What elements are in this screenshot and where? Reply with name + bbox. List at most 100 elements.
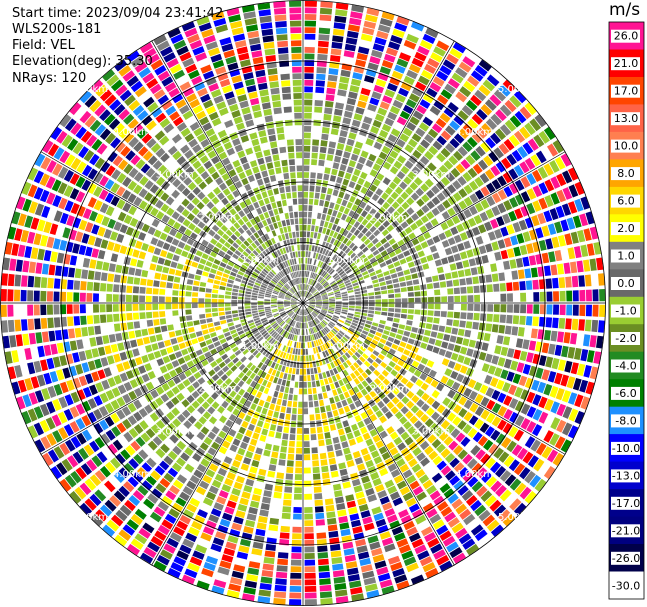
gate-cell: [473, 381, 483, 392]
gate-cell: [399, 486, 411, 496]
gate-cell: [485, 323, 493, 332]
gate-cell: [292, 368, 296, 375]
gate-cell: [355, 306, 362, 309]
gate-cell: [220, 374, 228, 382]
gate-cell: [431, 389, 440, 399]
gate-cell: [389, 332, 396, 338]
gate-cell: [64, 474, 77, 488]
gate-cell: [291, 305, 298, 309]
gate-cell: [155, 483, 167, 494]
gate-cell: [420, 316, 427, 322]
gate-cell: [347, 312, 354, 317]
gate-cell: [172, 479, 184, 490]
gate-cell: [321, 320, 327, 326]
gate-cell: [266, 395, 272, 403]
gate-cell: [157, 501, 169, 512]
gate-cell: [500, 346, 509, 357]
gate-cell: [348, 305, 355, 309]
gate-cell: [334, 416, 341, 423]
gate-cell: [463, 411, 473, 422]
gate-cell: [188, 327, 195, 333]
gate-cell: [217, 524, 229, 534]
gate-cell: [352, 333, 360, 339]
gate-cell: [160, 549, 173, 560]
gate-cell: [235, 402, 244, 411]
gate-cell: [378, 391, 386, 400]
gate-cell: [285, 307, 291, 310]
gate-cell: [271, 308, 278, 312]
gate-cell: [317, 324, 322, 330]
gate-cell: [430, 379, 439, 388]
gate-cell: [287, 453, 295, 460]
gate-cell: [447, 412, 457, 422]
gate-cell: [14, 365, 23, 378]
gate-cell: [224, 331, 231, 337]
gate-cell: [296, 441, 303, 448]
gate-cell: [385, 341, 393, 347]
gate-cell: [322, 372, 327, 379]
gate-cell: [457, 420, 467, 430]
gate-cell: [499, 314, 506, 323]
gate-cell: [128, 458, 139, 470]
gate-cell: [335, 449, 343, 457]
gate-cell: [301, 316, 303, 322]
gate-cell: [290, 304, 297, 306]
gate-cell: [295, 368, 300, 375]
gate-cell: [312, 327, 316, 333]
gate-cell: [117, 342, 125, 352]
gate-cell: [290, 327, 294, 333]
gate-cell: [270, 354, 276, 361]
gate-cell: [583, 365, 592, 378]
gate-cell: [471, 462, 483, 474]
gate-cell: [332, 367, 339, 375]
gate-cell: [142, 522, 155, 534]
gate-cell: [310, 427, 316, 434]
gate-cell: [474, 393, 484, 404]
gate-cell: [450, 370, 459, 380]
gate-cell: [188, 526, 200, 537]
gate-cell: [79, 502, 93, 516]
gate-cell: [509, 411, 519, 424]
gate-cell: [298, 309, 301, 315]
gate-cell: [226, 500, 237, 509]
gate-cell: [332, 570, 345, 578]
gate-cell: [207, 343, 215, 350]
gate-cell: [458, 467, 470, 478]
gate-cell: [257, 336, 264, 342]
gate-cell: [508, 426, 519, 438]
gate-cell: [154, 326, 162, 334]
gate-cell: [296, 328, 299, 335]
gate-cell: [304, 309, 307, 316]
gate-cell: [538, 396, 548, 409]
gate-cell: [270, 321, 277, 326]
gate-cell: [326, 333, 332, 340]
gate-cell: [375, 440, 385, 449]
gate-cell: [405, 325, 412, 332]
gate-cell: [145, 475, 157, 486]
gate-cell: [293, 493, 302, 500]
gate-cell: [333, 352, 339, 360]
gate-cell: [317, 339, 322, 346]
gate-cell: [460, 304, 467, 311]
gate-cell: [308, 388, 312, 395]
gate-cell: [537, 427, 548, 440]
gate-cell: [67, 455, 79, 468]
gate-cell: [336, 358, 342, 365]
gate-cell: [387, 485, 398, 495]
gate-cell: [438, 431, 449, 442]
gate-cell: [239, 538, 251, 547]
gate-cell: [244, 519, 256, 528]
gate-cell: [289, 592, 302, 599]
gate-cell: [271, 369, 277, 376]
gate-cell: [406, 526, 418, 537]
gate-cell: [502, 513, 516, 527]
gate-cell: [272, 444, 280, 452]
gate-cell: [346, 411, 353, 419]
gate-cell: [506, 440, 517, 453]
gate-cell: [249, 324, 256, 330]
gate-cell: [369, 342, 377, 349]
gate-cell: [364, 522, 375, 531]
gate-cell: [428, 303, 434, 310]
gate-cell: [382, 303, 388, 307]
gate-cell: [406, 474, 417, 485]
